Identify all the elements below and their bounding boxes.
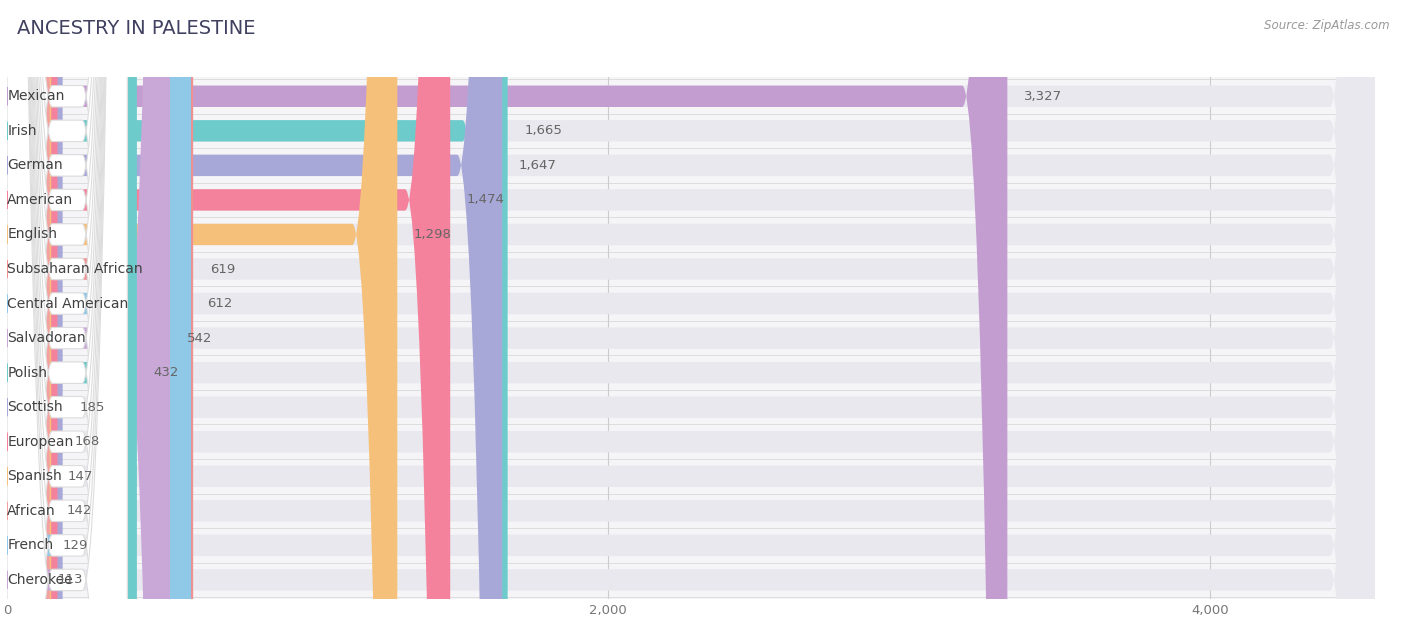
Text: German: German xyxy=(7,158,63,173)
Text: Central American: Central American xyxy=(7,296,128,310)
FancyBboxPatch shape xyxy=(7,0,128,644)
FancyBboxPatch shape xyxy=(7,0,170,644)
FancyBboxPatch shape xyxy=(7,0,1375,644)
FancyBboxPatch shape xyxy=(4,0,52,644)
Text: 542: 542 xyxy=(187,332,212,345)
FancyBboxPatch shape xyxy=(7,0,1375,644)
FancyBboxPatch shape xyxy=(7,0,63,644)
FancyBboxPatch shape xyxy=(7,0,128,644)
FancyBboxPatch shape xyxy=(7,0,1375,644)
FancyBboxPatch shape xyxy=(7,0,1375,644)
Text: 142: 142 xyxy=(66,504,91,517)
Text: Polish: Polish xyxy=(7,366,48,380)
FancyBboxPatch shape xyxy=(7,0,398,644)
FancyBboxPatch shape xyxy=(7,0,1375,644)
FancyBboxPatch shape xyxy=(7,0,128,644)
FancyBboxPatch shape xyxy=(7,0,128,644)
Text: 1,665: 1,665 xyxy=(524,124,562,137)
FancyBboxPatch shape xyxy=(7,0,1375,644)
Text: 1,647: 1,647 xyxy=(519,159,557,172)
FancyBboxPatch shape xyxy=(7,0,193,644)
Text: 168: 168 xyxy=(75,435,100,448)
FancyBboxPatch shape xyxy=(7,0,128,644)
Text: 612: 612 xyxy=(208,297,233,310)
Text: 147: 147 xyxy=(67,469,93,483)
FancyBboxPatch shape xyxy=(7,0,1375,644)
FancyBboxPatch shape xyxy=(7,0,1375,644)
FancyBboxPatch shape xyxy=(7,0,128,644)
FancyBboxPatch shape xyxy=(7,0,136,644)
Text: Source: ZipAtlas.com: Source: ZipAtlas.com xyxy=(1264,19,1389,32)
Text: 1,298: 1,298 xyxy=(413,228,451,241)
FancyBboxPatch shape xyxy=(7,0,128,644)
Text: 113: 113 xyxy=(58,573,83,587)
Text: English: English xyxy=(7,227,58,242)
Text: 185: 185 xyxy=(79,401,104,413)
Text: Scottish: Scottish xyxy=(7,400,63,414)
Text: ANCESTRY IN PALESTINE: ANCESTRY IN PALESTINE xyxy=(17,19,256,39)
Text: African: African xyxy=(7,504,56,518)
Text: 129: 129 xyxy=(62,539,87,552)
FancyBboxPatch shape xyxy=(7,0,1375,644)
FancyBboxPatch shape xyxy=(7,0,1375,644)
Text: Irish: Irish xyxy=(7,124,37,138)
FancyBboxPatch shape xyxy=(7,0,508,644)
FancyBboxPatch shape xyxy=(7,0,128,644)
Text: European: European xyxy=(7,435,73,449)
FancyBboxPatch shape xyxy=(7,0,128,644)
Text: Subsaharan African: Subsaharan African xyxy=(7,262,143,276)
FancyBboxPatch shape xyxy=(7,0,128,644)
FancyBboxPatch shape xyxy=(7,0,1375,644)
FancyBboxPatch shape xyxy=(7,0,1375,644)
FancyBboxPatch shape xyxy=(0,0,52,644)
Text: 3,327: 3,327 xyxy=(1024,90,1062,103)
FancyBboxPatch shape xyxy=(7,0,191,644)
Text: Spanish: Spanish xyxy=(7,469,62,483)
Text: Cherokee: Cherokee xyxy=(7,573,73,587)
FancyBboxPatch shape xyxy=(7,0,1375,644)
FancyBboxPatch shape xyxy=(7,0,128,644)
FancyBboxPatch shape xyxy=(7,0,128,644)
FancyBboxPatch shape xyxy=(7,0,450,644)
FancyBboxPatch shape xyxy=(6,0,52,644)
FancyBboxPatch shape xyxy=(7,0,128,644)
FancyBboxPatch shape xyxy=(1,0,52,644)
FancyBboxPatch shape xyxy=(7,0,1375,644)
FancyBboxPatch shape xyxy=(7,0,128,644)
Text: 619: 619 xyxy=(209,263,235,276)
Text: French: French xyxy=(7,538,53,553)
FancyBboxPatch shape xyxy=(7,0,58,644)
FancyBboxPatch shape xyxy=(7,0,1375,644)
FancyBboxPatch shape xyxy=(7,0,502,644)
Text: American: American xyxy=(7,193,73,207)
FancyBboxPatch shape xyxy=(7,0,128,644)
Text: 432: 432 xyxy=(153,366,179,379)
FancyBboxPatch shape xyxy=(7,0,1007,644)
Text: 1,474: 1,474 xyxy=(467,193,505,207)
Text: Mexican: Mexican xyxy=(7,90,65,103)
Text: Salvadoran: Salvadoran xyxy=(7,331,86,345)
